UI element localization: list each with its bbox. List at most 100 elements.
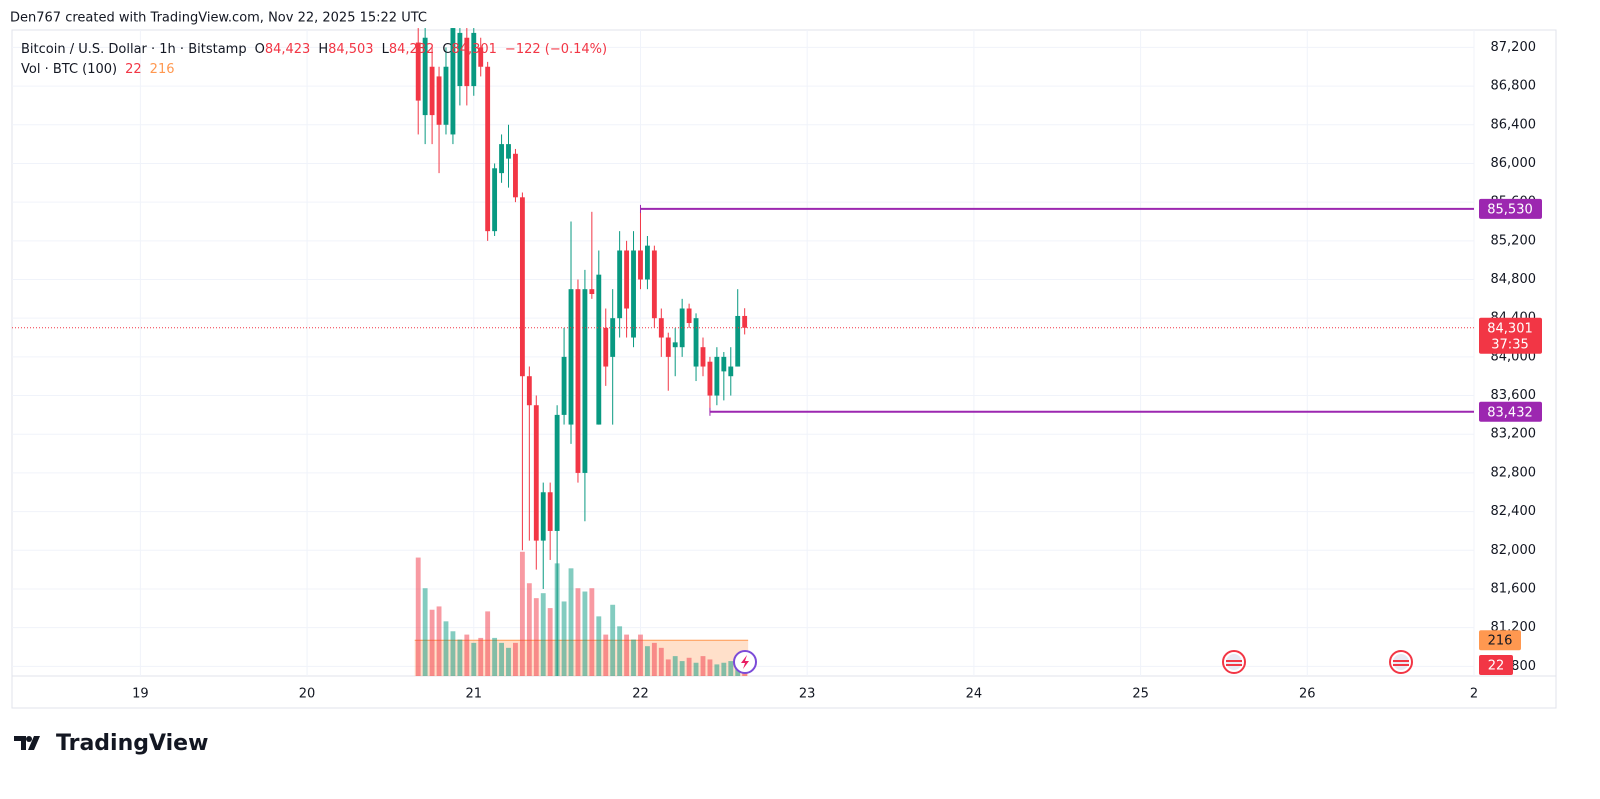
candle-body [436,76,442,125]
candle-body [735,315,741,367]
event-stripe [1393,660,1409,662]
volume-ma-tag [1479,630,1521,651]
volume-bar [610,604,616,676]
x-tick-label: 20 [299,687,316,702]
volume-bar [519,551,525,676]
y-tick-label: 83,200 [1491,427,1537,442]
legend-o-label: O [255,42,265,57]
countdown: 37:35 [1491,337,1528,352]
x-tick-label: 2 [1470,687,1478,702]
x-tick-label: 21 [465,687,482,702]
candle-body [721,356,727,372]
legend-o: 84,423 [265,42,311,57]
candle-body [742,315,748,328]
brand-logo[interactable]: TradingView [14,731,208,756]
x-tick-label: 23 [799,687,816,702]
candle-body [589,289,595,295]
y-tick-label: 86,000 [1491,156,1537,171]
volume-bar [728,661,734,676]
candle-body [596,274,602,425]
y-tick-label: 81,600 [1491,581,1537,596]
y-tick-label: 86,800 [1491,79,1537,94]
event-stripe [1226,660,1242,662]
candles [12,28,1474,676]
legend-c-label: C [442,42,451,57]
candle-body [645,245,650,280]
ai-icon[interactable] [733,650,757,674]
volume-bar [478,637,484,676]
volume-bar [561,601,567,676]
volume-bar [513,642,518,676]
volume-bar [679,661,685,676]
legend-h: 84,503 [328,42,374,57]
volume-bar [596,616,602,676]
volume-tag-label: 22 [1488,659,1505,674]
volume-bar [422,588,428,676]
logo-mark [14,736,40,750]
volume-pane [414,551,749,676]
candle-body [547,492,553,531]
volume-bar [443,621,449,676]
volume-tag [1479,655,1513,675]
candle-body [728,366,734,377]
legend-l-label: L [382,42,390,57]
event-stripe [1393,664,1409,666]
grid [12,30,1475,676]
volume-legend: Vol · BTC (100) 22 216 [21,62,175,77]
y-tick-label: 82,000 [1491,543,1537,558]
y-tick-label: 84,800 [1491,272,1537,287]
volume-bar [533,598,539,676]
volume-bar [603,634,609,676]
brand: TradingView [56,731,208,756]
candle-body [485,66,491,232]
y-tick-label: 82,800 [1491,465,1537,480]
legend-l: 84,232 [389,42,435,57]
volume-bar [582,591,588,676]
candle-body [540,492,546,541]
volume-bar [665,659,671,676]
candle-body [526,376,532,406]
frame [11,29,1557,709]
y-tick-label: 86,400 [1491,117,1537,132]
volume-bar [631,639,636,676]
volume-bar [436,606,442,676]
volume-bar [526,583,532,676]
candle-body [665,337,671,357]
volume-bar [506,647,511,676]
legend: Bitcoin / U.S. Dollar · 1h · Bitstamp O84… [21,42,607,57]
candle-body [492,168,498,232]
y-tick-label: 83,600 [1491,388,1537,403]
candle-body [617,250,623,319]
candle-body [443,66,449,125]
event-icon[interactable] [1222,650,1246,674]
event-icon[interactable] [1389,650,1413,674]
volume-bar [707,659,713,676]
last-price-tag [1479,317,1542,354]
volume-bar [499,642,504,676]
candle-body [658,318,664,338]
volume-bar [568,568,574,676]
volume-bar [471,642,477,676]
x-tick-label: 24 [966,687,983,702]
level-tag [1479,198,1542,219]
volume-bar [693,662,699,676]
candle-body [631,250,636,338]
legend-change: −122 (−0.14%) [505,42,607,57]
volume-bar [450,631,456,676]
candle-body [415,42,421,101]
candle-body [672,342,678,348]
candle-body [429,66,435,116]
volume-ma-area [414,640,749,676]
level-tag-label: 85,530 [1487,202,1533,217]
volume-bar [485,611,491,676]
volume-bar [575,588,581,676]
volume-bar [686,657,692,676]
volume-bar [457,639,463,676]
legend-c: 84,301 [451,42,497,57]
candle-body [707,361,713,396]
candle-body [679,308,685,348]
candle-body [533,405,539,541]
legend-h-label: H [318,42,328,57]
volume-legend-ma: 216 [150,62,175,77]
volume-bar [721,662,727,676]
